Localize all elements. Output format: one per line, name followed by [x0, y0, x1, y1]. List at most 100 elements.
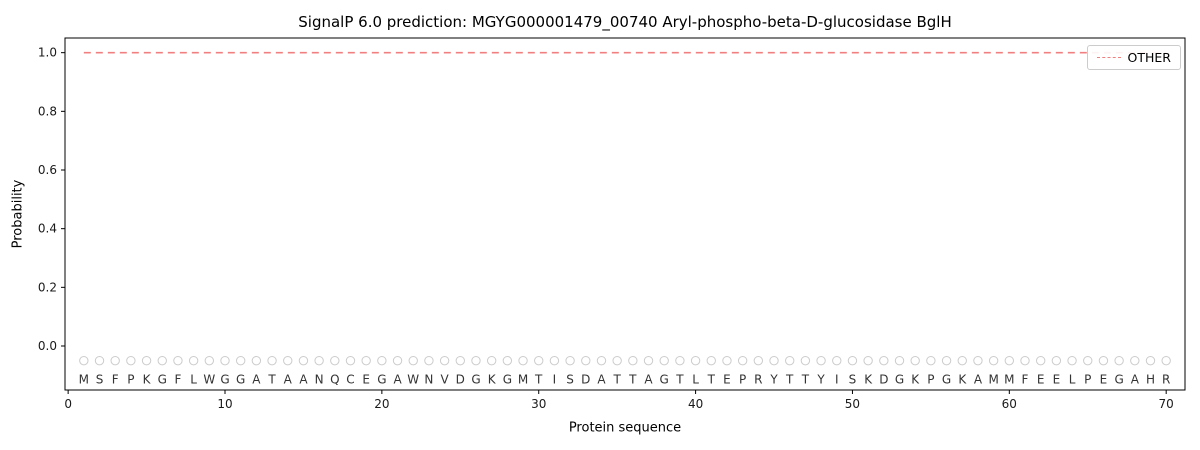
residue-marker: [471, 355, 481, 366]
residue-letter: A: [252, 373, 261, 387]
residue-letter: H: [1146, 373, 1155, 387]
residue-marker: [1035, 355, 1046, 366]
residue-marker: [737, 355, 748, 366]
residue-marker: [973, 355, 983, 366]
residue-marker: [988, 355, 999, 366]
residue-markers: [79, 355, 1171, 366]
residue-letter: N: [315, 373, 324, 387]
residue-letter: T: [675, 373, 684, 387]
y-tick-label: 0.8: [38, 104, 57, 118]
residue-letter: I: [835, 373, 839, 387]
residue-letter: M: [988, 373, 998, 387]
residue-marker: [455, 355, 465, 366]
residue-marker: [251, 355, 262, 366]
residue-letter: A: [597, 373, 606, 387]
residue-letter: G: [1114, 373, 1123, 387]
residue-letter: W: [407, 373, 419, 387]
y-tick-label: 0.2: [38, 280, 57, 294]
residue-marker: [267, 355, 277, 366]
residue-marker: [1098, 355, 1109, 366]
residue-letter: A: [299, 373, 308, 387]
residue-letter: E: [1100, 373, 1108, 387]
y-tick-label: 0.6: [38, 163, 57, 177]
residue-letter: A: [974, 373, 983, 387]
residue-marker: [534, 355, 544, 366]
residue-letter: S: [96, 373, 104, 387]
residue-letter: K: [488, 373, 497, 387]
residue-letter: T: [612, 373, 621, 387]
residue-letter: T: [785, 373, 794, 387]
residue-marker: [1114, 355, 1124, 366]
residue-marker: [1083, 355, 1093, 366]
residue-letter: T: [534, 373, 543, 387]
x-tick-label: 20: [374, 397, 389, 411]
residue-letter: T: [267, 373, 276, 387]
residue-letter: R: [1162, 373, 1170, 387]
residue-letter: D: [456, 373, 465, 387]
residue-marker: [314, 355, 324, 366]
residue-marker: [1004, 355, 1015, 366]
x-tick-label: 10: [217, 397, 232, 411]
residue-letter: D: [581, 373, 590, 387]
residue-marker: [612, 355, 622, 366]
residue-marker: [1161, 355, 1171, 366]
x-tick-label: 0: [64, 397, 72, 411]
residue-marker: [894, 355, 905, 366]
residue-marker: [1020, 355, 1030, 366]
residue-letter: P: [127, 373, 134, 387]
residue-marker: [79, 355, 89, 366]
residue-marker: [345, 355, 356, 366]
residue-letter: A: [1131, 373, 1140, 387]
residue-marker: [502, 355, 513, 366]
residue-marker: [377, 355, 387, 366]
x-tick-label: 50: [845, 397, 860, 411]
residue-marker: [581, 355, 591, 366]
residue-letter: S: [849, 373, 857, 387]
residue-marker: [910, 355, 920, 366]
residue-letter: T: [707, 373, 716, 387]
residue-marker: [722, 355, 732, 366]
legend: OTHER: [1086, 45, 1181, 70]
residue-marker: [330, 355, 340, 366]
residue-letter: A: [644, 373, 653, 387]
residue-marker: [126, 355, 136, 366]
residue-marker: [1051, 355, 1062, 366]
residue-letter: M: [79, 373, 89, 387]
residue-letter: F: [112, 373, 119, 387]
residue-letter: L: [190, 373, 197, 387]
residue-marker: [879, 355, 889, 366]
residue-marker: [439, 355, 450, 366]
residue-marker: [941, 355, 952, 366]
y-tick-label: 0.0: [38, 339, 57, 353]
residue-marker: [957, 355, 967, 366]
residue-letter: K: [864, 373, 873, 387]
residue-marker: [659, 355, 669, 366]
residue-letter: G: [503, 373, 512, 387]
residue-marker: [110, 355, 120, 366]
residue-marker: [188, 355, 199, 366]
other-legend-line-icon: [1096, 57, 1121, 58]
residue-marker: [785, 355, 795, 366]
residue-marker: [565, 355, 575, 366]
residue-marker: [173, 355, 183, 366]
residue-letter: P: [739, 373, 746, 387]
residue-marker: [486, 355, 497, 366]
residue-letter: L: [692, 373, 699, 387]
residue-letter: C: [346, 373, 354, 387]
residue-marker: [424, 355, 434, 366]
residue-letter: Y: [769, 373, 778, 387]
residue-letter: E: [723, 373, 731, 387]
y-tick-label: 0.4: [38, 222, 57, 236]
residue-letter: G: [158, 373, 167, 387]
residue-marker: [392, 355, 403, 366]
residue-marker: [408, 355, 418, 366]
residue-letter: G: [895, 373, 904, 387]
residue-marker: [769, 355, 779, 366]
x-tick-label: 30: [531, 397, 546, 411]
residue-letter: E: [1053, 373, 1061, 387]
x-tick-label: 40: [688, 397, 703, 411]
residue-letter: G: [471, 373, 480, 387]
residue-letter: G: [377, 373, 386, 387]
residue-letter: A: [393, 373, 402, 387]
